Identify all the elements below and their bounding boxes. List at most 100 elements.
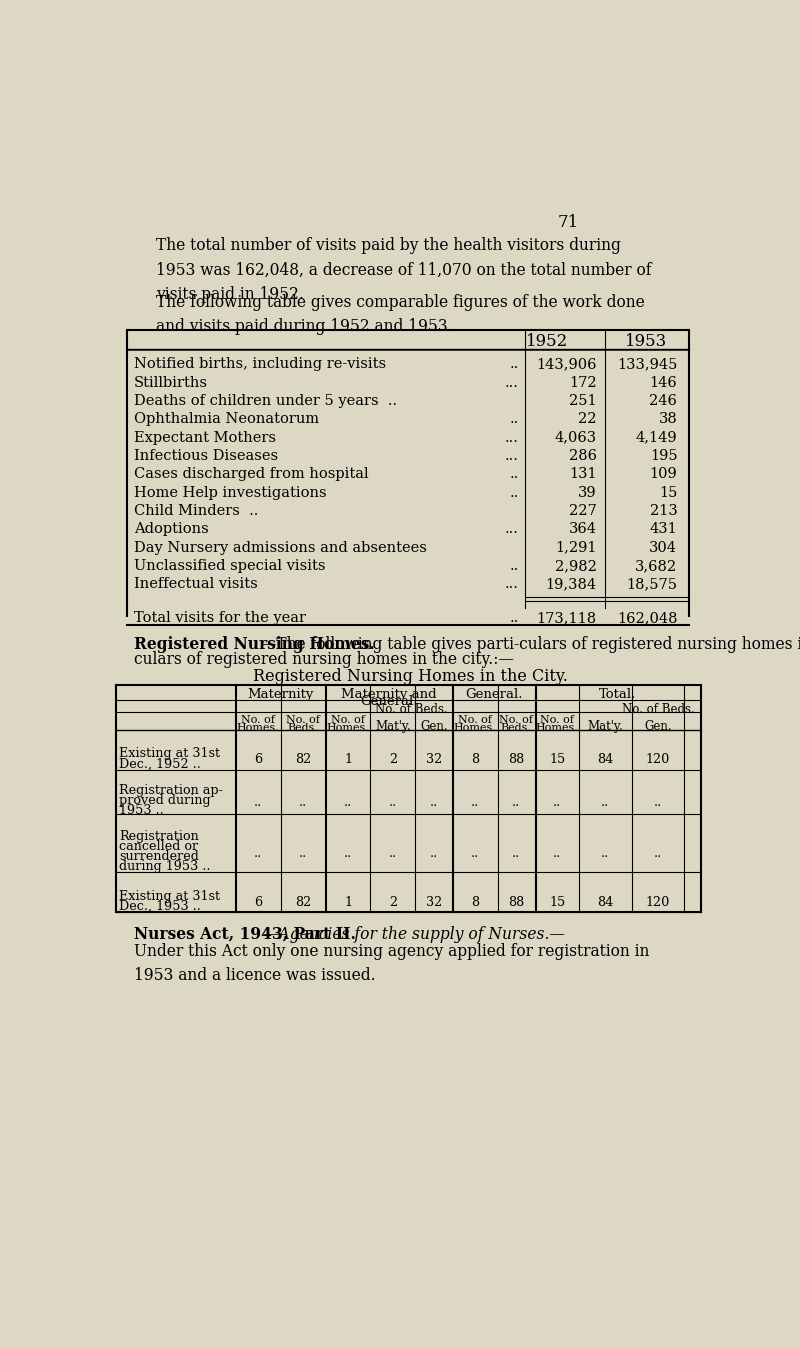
Text: 227: 227 bbox=[569, 504, 597, 518]
Text: surrendered: surrendered bbox=[119, 851, 199, 864]
Text: Maternity and: Maternity and bbox=[342, 687, 437, 701]
Text: 3,682: 3,682 bbox=[635, 559, 678, 573]
Text: 143,906: 143,906 bbox=[536, 357, 597, 371]
Text: Dec., 1953 ..: Dec., 1953 .. bbox=[119, 899, 202, 913]
Text: 1: 1 bbox=[344, 896, 352, 909]
Text: 1953 ..: 1953 .. bbox=[119, 805, 164, 817]
Text: No. of Beds.: No. of Beds. bbox=[622, 702, 694, 716]
Text: ..: .. bbox=[510, 468, 518, 481]
Text: ..: .. bbox=[512, 795, 520, 809]
Text: No. of: No. of bbox=[458, 714, 492, 725]
Text: 2,982: 2,982 bbox=[555, 559, 597, 573]
Text: Ophthalmia Neonatorum: Ophthalmia Neonatorum bbox=[134, 412, 319, 426]
Text: 15: 15 bbox=[549, 754, 566, 767]
Text: 431: 431 bbox=[650, 522, 678, 537]
Text: ..: .. bbox=[601, 847, 610, 860]
Text: 18,575: 18,575 bbox=[626, 577, 678, 592]
Text: ..: .. bbox=[654, 847, 662, 860]
Text: 364: 364 bbox=[569, 522, 597, 537]
Text: ..: .. bbox=[553, 847, 562, 860]
Text: Homes.: Homes. bbox=[454, 723, 497, 732]
Text: Registration ap-: Registration ap- bbox=[119, 785, 223, 797]
Text: Cases discharged from hospital: Cases discharged from hospital bbox=[134, 468, 369, 481]
Text: No. of Beds.: No. of Beds. bbox=[375, 702, 448, 716]
Text: —Agencies for the supply of Nurses.—: —Agencies for the supply of Nurses.— bbox=[263, 926, 565, 942]
Text: 109: 109 bbox=[650, 468, 678, 481]
Text: Total.: Total. bbox=[599, 687, 636, 701]
Text: 4,063: 4,063 bbox=[554, 430, 597, 445]
Text: ...: ... bbox=[505, 376, 518, 390]
Text: 22: 22 bbox=[578, 412, 597, 426]
Text: 146: 146 bbox=[650, 376, 678, 390]
Text: Nurses Act, 1943, Part II.: Nurses Act, 1943, Part II. bbox=[134, 926, 356, 942]
Text: 213: 213 bbox=[650, 504, 678, 518]
Text: ..: .. bbox=[510, 357, 518, 371]
Text: 6: 6 bbox=[254, 754, 262, 767]
Text: 88: 88 bbox=[508, 896, 524, 909]
Text: 15: 15 bbox=[659, 485, 678, 500]
Text: during 1953 ..: during 1953 .. bbox=[119, 860, 211, 874]
Text: No. of: No. of bbox=[331, 714, 365, 725]
Text: 131: 131 bbox=[569, 468, 597, 481]
Text: Registered Nursing Homes in the City.: Registered Nursing Homes in the City. bbox=[253, 669, 567, 685]
Text: 246: 246 bbox=[650, 394, 678, 408]
Text: ..: .. bbox=[299, 795, 307, 809]
Text: 32: 32 bbox=[426, 754, 442, 767]
Text: Beds.: Beds. bbox=[501, 723, 532, 732]
Text: 162,048: 162,048 bbox=[617, 611, 678, 625]
Text: ...: ... bbox=[505, 522, 518, 537]
Text: 39: 39 bbox=[578, 485, 597, 500]
Text: 8: 8 bbox=[471, 896, 479, 909]
Text: ..: .. bbox=[654, 795, 662, 809]
Text: 120: 120 bbox=[646, 754, 670, 767]
Text: Registered Nursing Homes.: Registered Nursing Homes. bbox=[134, 636, 375, 652]
Text: ..: .. bbox=[389, 847, 397, 860]
Text: 1,291: 1,291 bbox=[555, 541, 597, 554]
Text: ..: .. bbox=[510, 412, 518, 426]
Text: 2: 2 bbox=[389, 896, 397, 909]
Text: 4,149: 4,149 bbox=[636, 430, 678, 445]
Text: No. of: No. of bbox=[540, 714, 574, 725]
Text: Homes.: Homes. bbox=[237, 723, 279, 732]
Text: 71: 71 bbox=[558, 214, 578, 231]
Text: 120: 120 bbox=[646, 896, 670, 909]
Text: Existing at 31st: Existing at 31st bbox=[119, 890, 221, 903]
Text: Gen.: Gen. bbox=[644, 720, 672, 732]
Text: proved during: proved during bbox=[119, 794, 211, 807]
Text: —The following table gives parti­culars of registered nursing homes in the city.: —The following table gives parti­culars … bbox=[261, 636, 800, 652]
Text: 38: 38 bbox=[658, 412, 678, 426]
Text: ..: .. bbox=[299, 847, 307, 860]
Text: 251: 251 bbox=[569, 394, 597, 408]
Text: 304: 304 bbox=[650, 541, 678, 554]
Text: No. of: No. of bbox=[499, 714, 533, 725]
Text: 286: 286 bbox=[569, 449, 597, 462]
Text: Under this Act only one nursing agency applied for registration in
1953 and a li: Under this Act only one nursing agency a… bbox=[134, 942, 650, 984]
Text: 15: 15 bbox=[549, 896, 566, 909]
Text: culars of registered nursing homes in the city.:—: culars of registered nursing homes in th… bbox=[134, 651, 514, 669]
Text: ...: ... bbox=[505, 577, 518, 592]
Text: ..: .. bbox=[430, 847, 438, 860]
Text: Infectious Diseases: Infectious Diseases bbox=[134, 449, 278, 462]
Text: ..: .. bbox=[510, 485, 518, 500]
Text: Adoptions: Adoptions bbox=[134, 522, 209, 537]
Text: Child Minders  ..: Child Minders .. bbox=[134, 504, 258, 518]
Text: Homes.: Homes. bbox=[536, 723, 578, 732]
Text: 133,945: 133,945 bbox=[617, 357, 678, 371]
Text: Dec., 1952 ..: Dec., 1952 .. bbox=[119, 758, 202, 770]
Text: 88: 88 bbox=[508, 754, 524, 767]
Text: Day Nursery admissions and absentees: Day Nursery admissions and absentees bbox=[134, 541, 427, 554]
Text: Homes.: Homes. bbox=[326, 723, 370, 732]
Text: 19,384: 19,384 bbox=[546, 577, 597, 592]
Text: 82: 82 bbox=[295, 896, 311, 909]
Text: ...: ... bbox=[505, 449, 518, 462]
Text: 172: 172 bbox=[569, 376, 597, 390]
Text: ..: .. bbox=[510, 611, 518, 625]
Text: Mat'y.: Mat'y. bbox=[375, 720, 411, 732]
Text: Expectant Mothers: Expectant Mothers bbox=[134, 430, 276, 445]
Text: Existing at 31st: Existing at 31st bbox=[119, 747, 221, 760]
Text: General.: General. bbox=[465, 687, 522, 701]
Text: No. of: No. of bbox=[241, 714, 275, 725]
Text: 1: 1 bbox=[344, 754, 352, 767]
Text: ...: ... bbox=[505, 430, 518, 445]
Text: 1953: 1953 bbox=[626, 333, 667, 349]
